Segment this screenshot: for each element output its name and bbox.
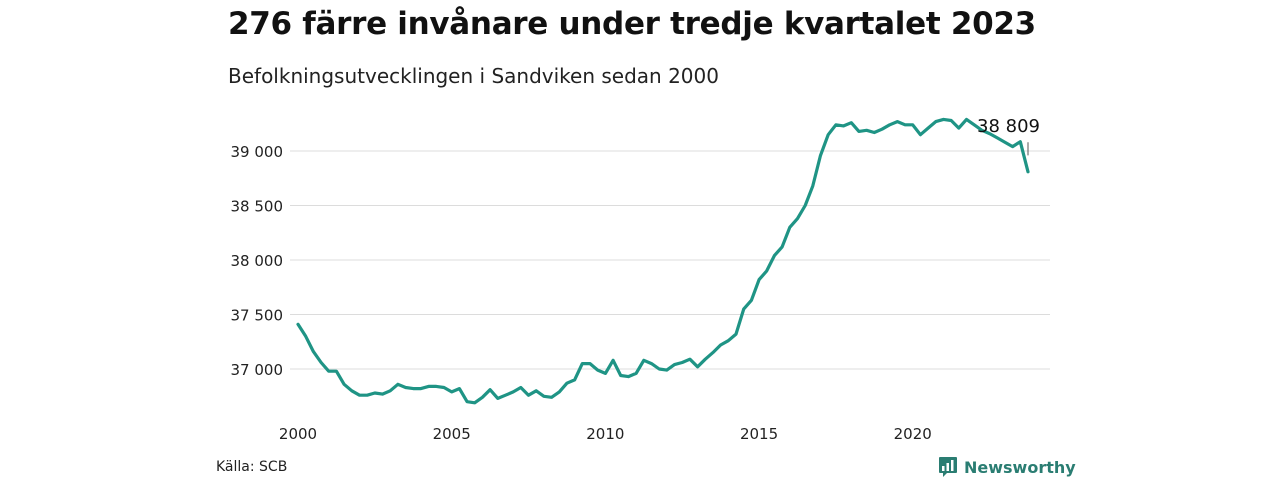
annotation-label: 38 809 bbox=[977, 116, 1040, 137]
x-tick-label: 2010 bbox=[586, 425, 624, 443]
page-subtitle: Befolkningsutvecklingen i Sandviken seda… bbox=[228, 64, 719, 88]
y-tick-labels: 37 000 37 500 38 000 38 500 39 000 bbox=[231, 143, 284, 379]
x-tick-labels: 2000 2005 2010 2015 2020 bbox=[279, 425, 932, 443]
gridlines bbox=[290, 150, 1050, 370]
population-line bbox=[296, 117, 1030, 405]
x-tick-label: 2015 bbox=[740, 425, 778, 443]
y-tick-label: 38 500 bbox=[231, 198, 284, 216]
y-tick-label: 39 000 bbox=[231, 143, 284, 161]
y-tick-label: 38 000 bbox=[231, 252, 284, 270]
annotation-layer: 38 809 bbox=[977, 116, 1040, 156]
page-title: 276 färre invånare under tredje kvartale… bbox=[228, 6, 1036, 42]
x-tick-label: 2020 bbox=[894, 425, 932, 443]
brand-name: Newsworthy bbox=[964, 457, 1076, 477]
y-tick-label: 37 500 bbox=[231, 307, 284, 325]
x-tick-label: 2000 bbox=[279, 425, 317, 443]
y-tick-label: 37 000 bbox=[231, 361, 284, 379]
brand-logo[interactable]: Newsworthy bbox=[938, 456, 1076, 478]
source-label: Källa: SCB bbox=[216, 459, 288, 475]
x-tick-label: 2005 bbox=[433, 425, 471, 443]
bar-chart-speech-bubble-icon bbox=[939, 457, 957, 477]
series-layer bbox=[296, 117, 1030, 405]
